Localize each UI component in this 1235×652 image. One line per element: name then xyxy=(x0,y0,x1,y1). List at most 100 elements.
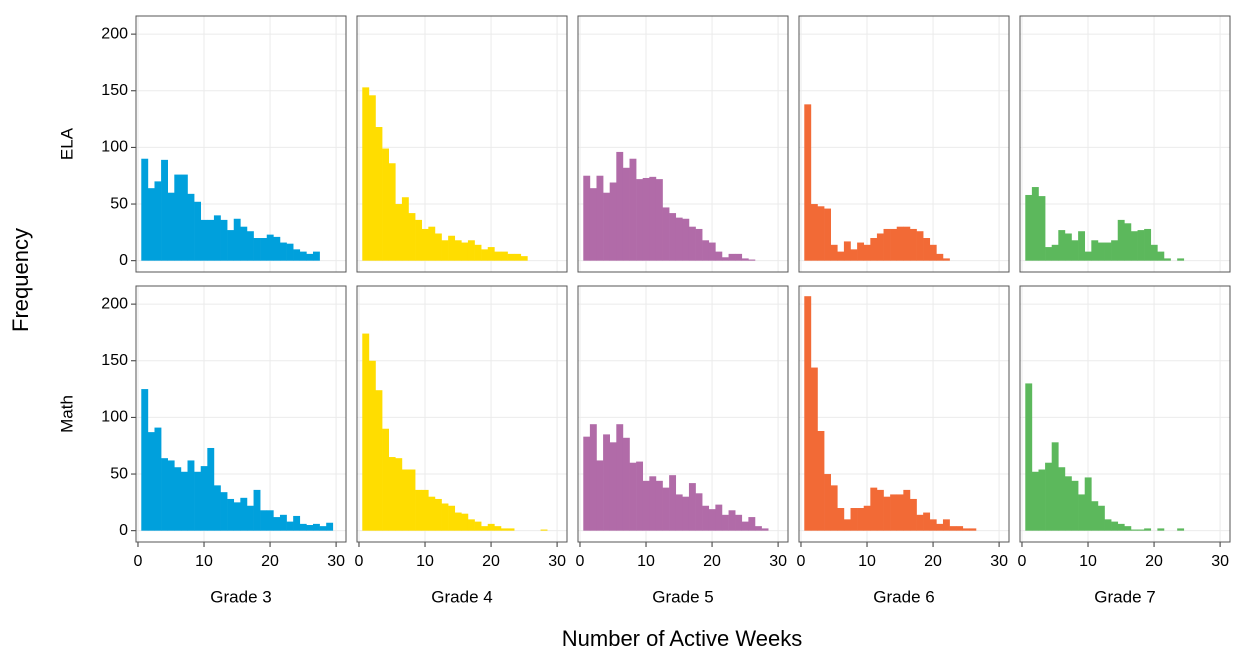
bar xyxy=(1137,529,1145,531)
bar xyxy=(1097,505,1105,531)
bar xyxy=(395,458,403,531)
bar xyxy=(474,521,482,531)
bar xyxy=(213,215,221,261)
bar xyxy=(260,238,268,261)
bar xyxy=(494,526,502,531)
bar xyxy=(299,523,307,531)
bar xyxy=(583,436,591,531)
bar xyxy=(1157,251,1165,261)
bar xyxy=(408,213,416,261)
panel-border xyxy=(1019,285,1231,543)
bar xyxy=(603,192,610,261)
bar xyxy=(273,236,281,261)
bar xyxy=(368,95,376,261)
bar xyxy=(520,256,528,261)
y-tick-label: 150 xyxy=(101,82,128,99)
bar xyxy=(804,104,812,261)
panel-border xyxy=(135,285,347,543)
bar xyxy=(810,204,818,261)
bar xyxy=(382,428,389,531)
bar xyxy=(180,174,188,261)
bar xyxy=(863,244,871,261)
bar xyxy=(843,241,851,261)
bar xyxy=(817,206,825,261)
bar xyxy=(876,489,884,531)
bar xyxy=(293,249,301,261)
row-label: ELA xyxy=(57,127,76,160)
row-label: Math xyxy=(57,395,76,433)
bar xyxy=(375,127,383,261)
bar xyxy=(1051,244,1059,261)
bar xyxy=(748,259,756,261)
bar xyxy=(1124,526,1132,531)
y-tick-label: 0 xyxy=(119,522,128,539)
bar xyxy=(240,497,248,531)
column-label: Grade 7 xyxy=(1094,587,1155,606)
bar xyxy=(293,515,301,531)
bar xyxy=(962,528,970,531)
bar xyxy=(141,389,149,531)
bar xyxy=(194,471,202,531)
bar xyxy=(467,240,475,261)
bar xyxy=(936,253,944,261)
bar xyxy=(1064,233,1072,261)
bar xyxy=(883,496,891,531)
bar xyxy=(923,512,931,531)
bar xyxy=(220,492,228,531)
panel-border xyxy=(135,15,347,273)
bar xyxy=(1084,477,1092,531)
bar xyxy=(1097,242,1105,261)
bar xyxy=(956,526,964,531)
bar xyxy=(1025,383,1033,531)
bar xyxy=(1157,528,1165,531)
panel-border xyxy=(356,285,568,543)
x-axis-title: Number of Active Weeks xyxy=(562,626,802,651)
bar xyxy=(870,487,878,531)
bar xyxy=(728,510,736,531)
x-tick-label: 10 xyxy=(637,553,655,570)
bar xyxy=(629,462,637,531)
bar xyxy=(583,175,591,261)
bar xyxy=(273,517,281,531)
bar xyxy=(642,480,650,531)
bar xyxy=(1071,480,1079,531)
bar xyxy=(474,244,482,261)
bar xyxy=(1045,462,1052,531)
x-tick-label: 0 xyxy=(797,553,806,570)
bar xyxy=(702,240,710,261)
bar xyxy=(306,525,314,531)
bar xyxy=(721,514,729,531)
bar xyxy=(916,514,924,531)
bar xyxy=(735,253,743,261)
bar xyxy=(395,204,403,261)
bar xyxy=(167,460,175,531)
bar xyxy=(1038,196,1046,261)
x-tick-label: 0 xyxy=(576,553,585,570)
bar xyxy=(421,489,429,531)
panel-border xyxy=(577,15,789,273)
bar xyxy=(253,489,261,531)
bar xyxy=(741,521,749,531)
bar xyxy=(1058,467,1066,531)
bar xyxy=(830,485,838,531)
bar xyxy=(1078,494,1086,531)
bar xyxy=(616,151,624,261)
x-tick-label: 20 xyxy=(924,553,942,570)
bar xyxy=(312,523,320,531)
bar xyxy=(890,228,898,261)
bar xyxy=(682,218,690,261)
y-tick-label: 150 xyxy=(101,352,128,369)
bar xyxy=(434,498,442,531)
bar xyxy=(728,253,736,261)
x-tick-label: 30 xyxy=(548,553,566,570)
bar xyxy=(428,496,436,531)
bar xyxy=(382,148,389,261)
panel-border xyxy=(798,285,1010,543)
bar xyxy=(1144,528,1152,531)
x-tick-label: 20 xyxy=(703,553,721,570)
bar xyxy=(662,487,670,531)
bar xyxy=(675,217,683,261)
bar xyxy=(154,181,162,261)
bar xyxy=(883,228,891,261)
bar xyxy=(421,228,429,261)
